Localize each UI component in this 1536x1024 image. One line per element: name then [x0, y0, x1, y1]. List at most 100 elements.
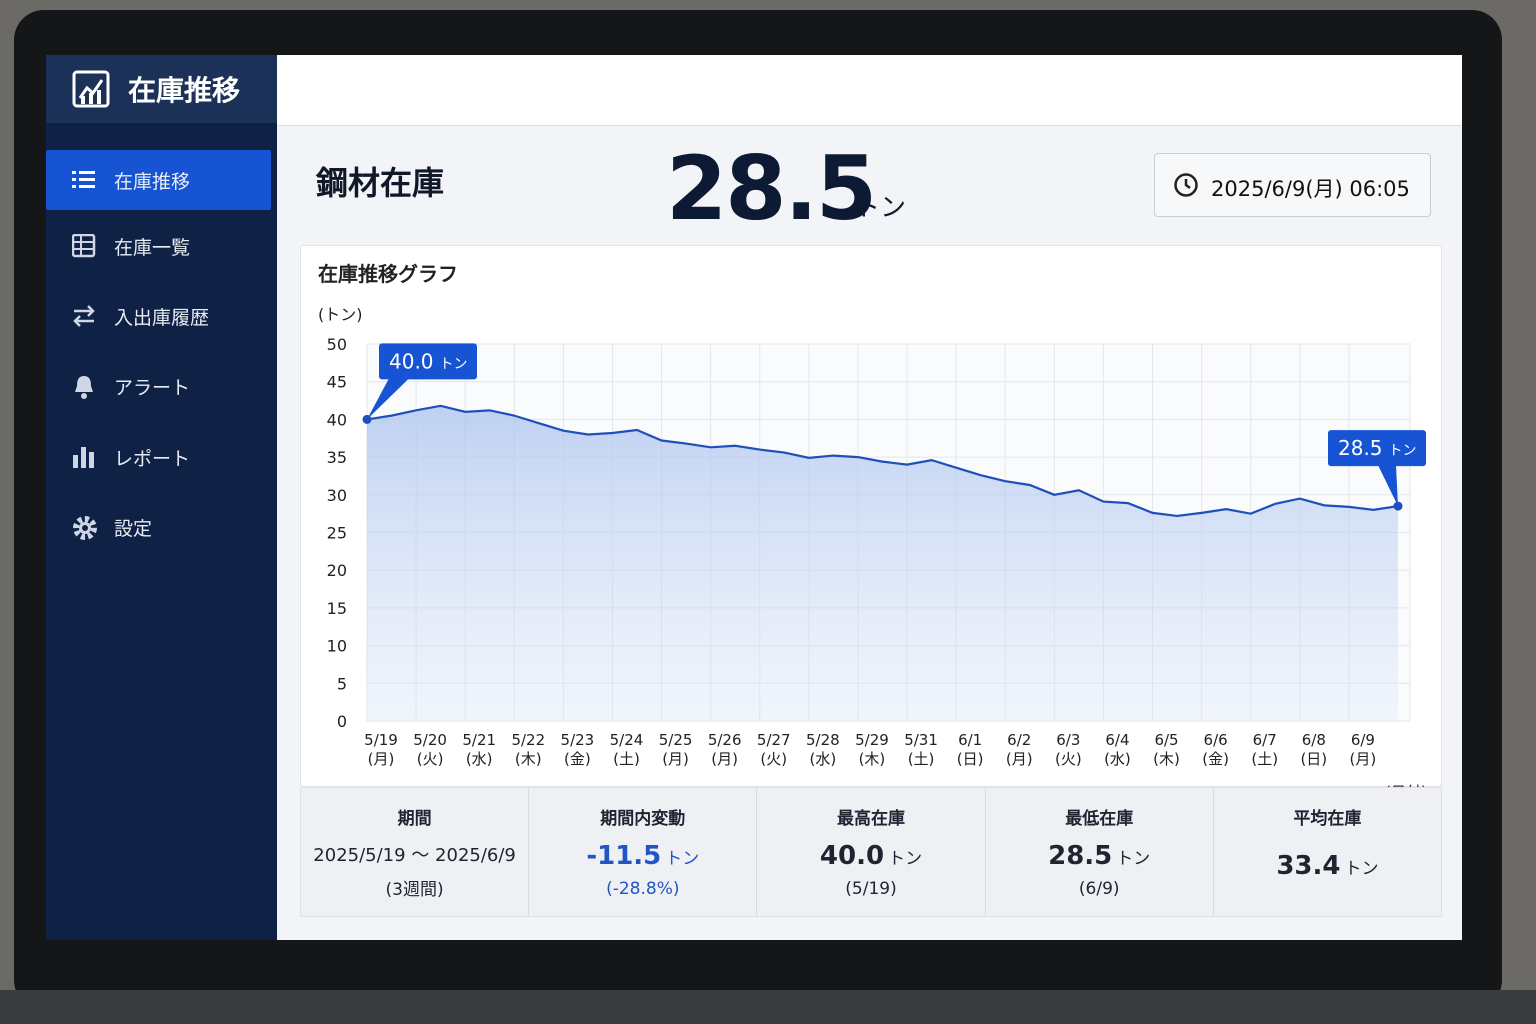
x-tick-sublabel: (木) — [1153, 750, 1180, 768]
menu-icon — [72, 234, 96, 258]
callout: 28.5 トン — [1328, 430, 1426, 507]
stat-value: 40.0 — [819, 841, 885, 871]
x-tick-label: 6/8 — [1302, 731, 1326, 749]
stat-note: (6/9) — [1078, 879, 1120, 899]
stat-note: (3週間) — [385, 880, 444, 900]
x-tick-sublabel: (木) — [859, 750, 886, 768]
y-tick-label: 10 — [327, 637, 347, 656]
stat-period: 期間 2025/5/19 ～ 2025/6/9 (3週間) — [301, 788, 530, 916]
x-tick-sublabel: (水) — [466, 750, 493, 768]
area — [367, 405, 1398, 721]
menu-item[interactable]: 在庫一覧 — [46, 216, 271, 276]
x-tick-sublabel: (月) — [1350, 750, 1377, 768]
x-tick-sublabel: (水) — [1104, 750, 1131, 768]
current-value: 28.5 — [666, 137, 877, 240]
x-tick-sublabel: (金) — [1202, 750, 1229, 768]
current-unit: トン — [854, 193, 907, 223]
stat-unit: トン — [1344, 859, 1379, 879]
x-tick-label: 5/31 — [904, 731, 938, 749]
datetime-box[interactable]: 2025/6/9(月) 06:05 — [1154, 153, 1431, 217]
x-tick-label: 5/27 — [757, 731, 791, 749]
x-tick-label: 6/6 — [1204, 731, 1228, 749]
x-tick-sublabel: (月) — [662, 750, 689, 768]
menu-icon — [73, 305, 95, 327]
value-label-number: 28.5 — [1338, 436, 1383, 460]
y-axis-label: (トン) — [318, 305, 363, 324]
callout-pointer — [1378, 465, 1398, 507]
x-tick-sublabel: (日) — [1300, 750, 1327, 768]
x-tick-label: 6/9 — [1351, 731, 1375, 749]
menu-label: 在庫一覧 — [114, 237, 191, 259]
stat-label: 期間 — [397, 809, 432, 829]
y-tick-label: 5 — [337, 674, 347, 693]
x-tick-label: 6/1 — [958, 731, 982, 749]
x-tick-label: 6/7 — [1253, 731, 1277, 749]
x-tick-label: 5/19 — [364, 731, 398, 749]
callout-box — [379, 343, 477, 380]
screen: 在庫推移 在庫推移 在庫一覧 入出庫履歴 アラート レポート 設定 鋼材在庫 2… — [46, 55, 1462, 940]
stat-change: 期間内変動 -11.5 トン (-28.8%) — [529, 788, 758, 916]
y-tick-label: 0 — [337, 712, 347, 731]
menu-icon — [73, 516, 97, 540]
brand[interactable]: 在庫推移 — [46, 55, 277, 123]
stat-label: 期間内変動 — [600, 809, 686, 829]
stat-max: 最高在庫 40.0 トン (5/19) — [757, 788, 986, 916]
menu-item[interactable]: 設定 — [46, 497, 271, 557]
y-tick-label: 30 — [327, 486, 347, 505]
x-tick-label: 5/24 — [610, 731, 644, 749]
x-tick-sublabel: (土) — [613, 750, 640, 768]
brand-icon — [72, 70, 110, 108]
menu-icon — [73, 447, 94, 468]
stat-unit: トン — [888, 849, 923, 869]
chart: 在庫推移グラフ (トン) (日付) 051015202530354045505/… — [318, 262, 1427, 801]
x-tick-label: 5/22 — [511, 731, 545, 749]
brand-title: 在庫推移 — [128, 74, 241, 107]
y-tick-label: 40 — [327, 410, 347, 429]
x-tick-sublabel: (火) — [417, 750, 444, 768]
x-tick-sublabel: (月) — [368, 750, 395, 768]
x-tick-sublabel: (水) — [809, 750, 836, 768]
menu-item[interactable]: レポート — [46, 427, 271, 487]
x-tick-label: 6/3 — [1056, 731, 1080, 749]
y-tick-label: 25 — [327, 524, 347, 543]
page-title: 鋼材在庫 — [316, 164, 445, 202]
stat-value: 2025/5/19 ～ 2025/6/9 — [313, 845, 516, 866]
menu-item[interactable]: 入出庫履歴 — [46, 286, 271, 346]
value-label: 28.5 トン — [1338, 436, 1417, 460]
y-tick-label: 50 — [327, 335, 347, 354]
callout: 40.0 トン — [367, 343, 477, 420]
x-tick-label: 6/5 — [1154, 731, 1178, 749]
stat-value: 28.5 — [1048, 841, 1113, 871]
y-tick-label: 45 — [327, 373, 347, 392]
value-label-unit: トン — [1389, 443, 1417, 459]
menu-label: アラート — [114, 377, 191, 399]
datetime: 2025/6/9(月) 06:05 — [1211, 177, 1410, 201]
x-tick-sublabel: (木) — [515, 750, 542, 768]
stat-unit: トン — [665, 849, 700, 869]
x-tick-label: 5/21 — [462, 731, 496, 749]
x-tick-sublabel: (土) — [908, 750, 935, 768]
x-tick-label: 5/28 — [806, 731, 840, 749]
chart-title: 在庫推移グラフ — [318, 262, 458, 286]
x-tick-label: 5/25 — [659, 731, 693, 749]
x-tick-sublabel: (日) — [957, 750, 984, 768]
stat-label: 最低在庫 — [1065, 809, 1134, 829]
stat-min: 最低在庫 28.5 トン (6/9) — [986, 788, 1214, 916]
sidebar: 在庫推移 在庫推移 在庫一覧 入出庫履歴 アラート レポート 設定 — [46, 55, 277, 940]
line — [366, 404, 1399, 518]
stat-value: -11.5 — [586, 841, 662, 871]
x-tick-sublabel: (火) — [760, 750, 787, 768]
y-tick-label: 15 — [327, 599, 347, 618]
stat-average: 平均在庫 33.4 トン — [1214, 788, 1441, 916]
callout-box — [1328, 430, 1426, 467]
menu-item[interactable]: 在庫推移 — [46, 150, 271, 210]
menu-label: 在庫推移 — [114, 171, 191, 193]
stat-value: 33.4 — [1276, 851, 1341, 881]
menu-item[interactable]: アラート — [46, 356, 271, 416]
value-label-number: 40.0 — [389, 349, 434, 373]
stats-row: 期間 2025/5/19 ～ 2025/6/9 (3週間) 期間内変動 -11.… — [300, 787, 1442, 917]
x-tick-sublabel: (金) — [564, 750, 591, 768]
menu-label: 入出庫履歴 — [114, 307, 210, 329]
menu-icon — [75, 376, 93, 399]
